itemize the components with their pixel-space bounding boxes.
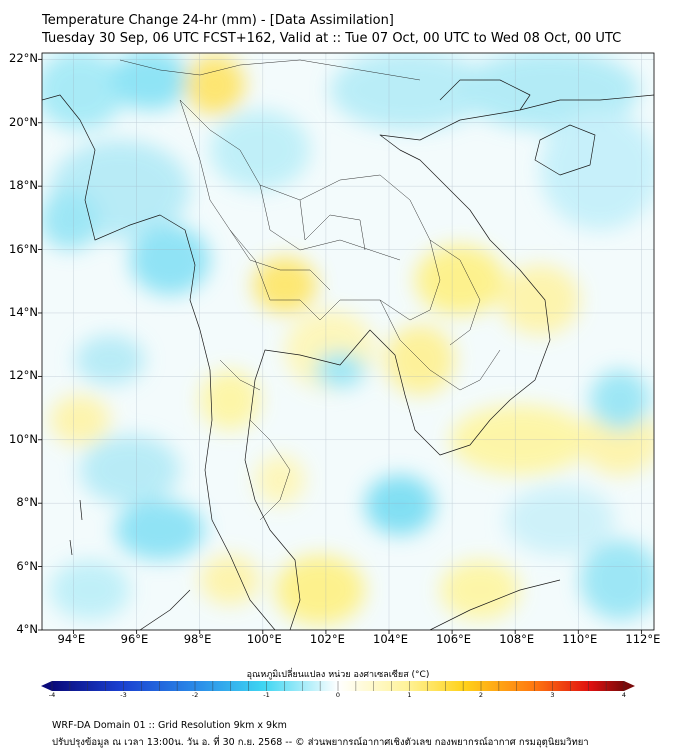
colorbar-tick-label: -4: [48, 691, 56, 699]
borneo-coast: [429, 579, 561, 630]
footer-line-2: ปรับปรุงข้อมูล ณ เวลา 13:00น. วัน อ. ที่…: [52, 737, 589, 748]
latitude-label: 4°N: [16, 622, 38, 636]
colorbar-tick-label: -3: [120, 691, 127, 699]
longitude-label: 104°E: [373, 632, 408, 646]
peninsula-east-coast: [244, 94, 654, 630]
longitude-label: 98°E: [183, 632, 212, 646]
gulf-of-tonkin: [439, 79, 531, 111]
latitude-label: 22°N: [9, 51, 38, 66]
colorbar-high-extension: [624, 681, 635, 691]
latitude-label: 10°N: [9, 431, 38, 446]
colorbar-tick-label: 2: [478, 691, 484, 699]
colorbar-tick-label: -1: [263, 691, 270, 699]
latitude-label: 6°N: [16, 558, 38, 573]
longitude-label: 106°E: [436, 632, 472, 646]
longitude-label: 100°E: [246, 632, 282, 646]
colorbar-tick-label: 1: [407, 691, 412, 699]
hainan: [534, 124, 596, 176]
longitude-label: 96°E: [120, 632, 149, 646]
colorbar-low-extension: [41, 681, 52, 691]
latitude-label: 20°N: [9, 114, 38, 129]
longitude-label: 108°E: [499, 632, 535, 646]
coastlines: [42, 79, 654, 630]
latitude-label: 18°N: [9, 178, 38, 193]
latitude-label: 8°N: [16, 495, 38, 510]
latitude-label: 14°N: [9, 304, 38, 319]
longitude-label: 112°E: [625, 632, 661, 646]
map-title: Temperature Change 24-hr (mm) - [Data As…: [42, 12, 621, 48]
longitude-label: 110°E: [562, 632, 598, 646]
mainland-coast: [42, 94, 276, 630]
admin-boundaries: [119, 59, 501, 521]
title-line-2: Tuesday 30 Sep, 06 UTC FCST+162, Valid a…: [42, 31, 622, 46]
colorbar-label: อุณหภูมิเปลี่ยนแปลง หน่วย องศาเซลเซียส (…: [246, 670, 430, 680]
colorbar-tick-label: -2: [191, 691, 199, 699]
colorbar-tick-label: 3: [550, 691, 555, 699]
title-line-1: Temperature Change 24-hr (mm) - [Data As…: [42, 13, 394, 28]
colorbar-tick-label: 4: [621, 691, 627, 699]
longitude-label: 102°E: [309, 632, 345, 646]
andaman-islands: [69, 499, 83, 556]
graticule: [42, 53, 654, 630]
axis-ticks: [38, 58, 642, 634]
temperature-field: [42, 53, 654, 630]
colorbar-ticks: [51, 681, 625, 691]
latitude-label: 12°N: [9, 368, 38, 383]
colorbar-tick-label: 0: [335, 691, 341, 699]
longitude-label: 94°E: [57, 632, 86, 646]
sumatra-coast: [139, 589, 191, 630]
latitude-label: 16°N: [9, 241, 38, 256]
footer-line-1: WRF-DA Domain 01 :: Grid Resolution 9km …: [52, 720, 287, 731]
map-frame: [41, 52, 655, 631]
